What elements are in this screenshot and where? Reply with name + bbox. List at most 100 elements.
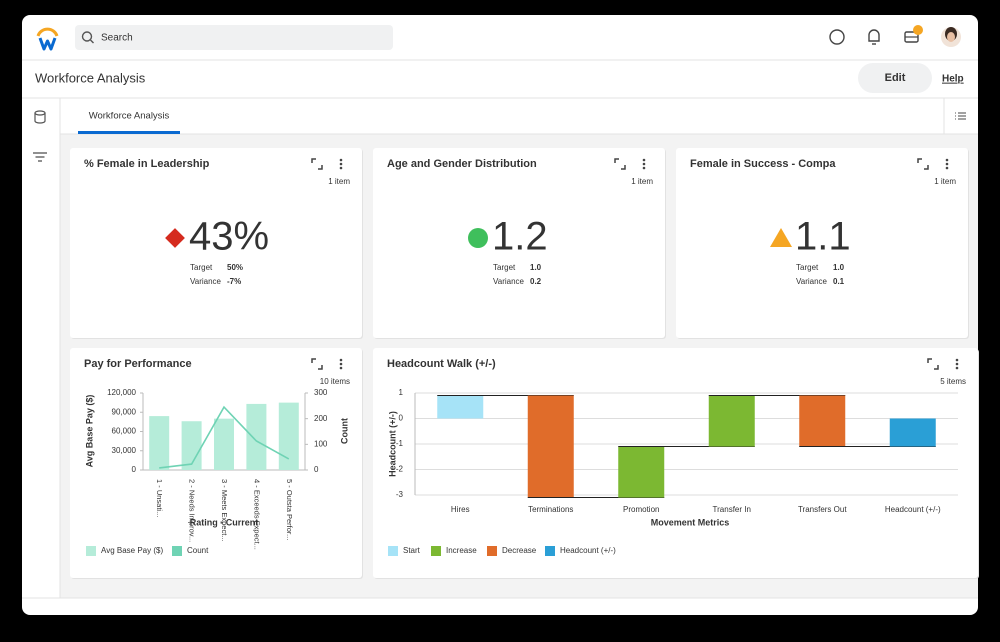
more-icon[interactable] [955, 358, 959, 362]
x-tick-label: Terminations [528, 505, 573, 514]
legend-label: Start [403, 546, 421, 555]
target-label: Target [190, 263, 213, 272]
edit-button[interactable] [858, 63, 932, 93]
search-icon [90, 39, 94, 44]
x-tick-label: Promotion [623, 505, 659, 514]
expand-icon[interactable] [927, 358, 939, 370]
item-count: 1 item [631, 177, 653, 186]
card-title: Pay for Performance [84, 358, 192, 370]
kpi-value: 1.1 [795, 215, 851, 259]
page-title: Workforce Analysis [35, 70, 146, 85]
y-tick-label: -3 [396, 490, 404, 499]
more-icon[interactable] [339, 162, 343, 166]
card-title: Age and Gender Distribution [387, 158, 537, 170]
card [373, 148, 665, 338]
more-icon[interactable] [945, 166, 949, 170]
bar [437, 395, 484, 419]
bar [214, 418, 234, 470]
variance-value: -7% [227, 277, 241, 286]
y2-axis-title: Count [339, 418, 349, 444]
x-tick-label: 2 - Needs Improv... [188, 479, 197, 542]
y-tick-label: 0 [132, 465, 137, 474]
more-icon[interactable] [945, 162, 949, 166]
more-icon[interactable] [642, 162, 646, 166]
legend-swatch [388, 546, 398, 556]
more-icon[interactable] [642, 158, 646, 162]
x-axis-title: Movement Metrics [651, 517, 730, 527]
item-count: 10 items [320, 377, 350, 386]
card [373, 348, 978, 578]
status-icon [468, 228, 488, 248]
status-icon [770, 228, 792, 247]
more-icon[interactable] [339, 362, 343, 366]
x-tick-label: Transfers Out [798, 505, 847, 514]
logo[interactable] [36, 27, 59, 51]
tab-underline [78, 131, 180, 134]
legend-label: Increase [446, 546, 477, 555]
y-axis-title: Headcount (+/-) [387, 411, 397, 477]
data-icon[interactable] [34, 110, 46, 124]
more-icon[interactable] [339, 158, 343, 162]
bar [149, 416, 170, 470]
bar [618, 446, 665, 498]
x-tick-label: 4 - Exceeds Expect... [252, 479, 261, 550]
y2-tick-label: 300 [314, 388, 328, 397]
legend-swatch [172, 546, 182, 556]
search-icon [81, 31, 93, 42]
more-icon[interactable] [339, 366, 343, 370]
y2-tick-label: 200 [314, 414, 328, 423]
filter-icon[interactable] [33, 152, 47, 162]
edit-label: Edit [885, 72, 906, 84]
bar [708, 395, 755, 447]
status-icon [165, 228, 185, 248]
y-tick-label: 60,000 [112, 427, 137, 436]
legend-label: Avg Base Pay ($) [101, 546, 163, 555]
y-tick-label: -1 [396, 439, 404, 448]
y2-tick-label: 0 [314, 465, 319, 474]
card-title: Female in Success - Compa [690, 158, 836, 170]
variance-value: 0.1 [833, 277, 845, 286]
help-link[interactable]: Help [942, 74, 964, 85]
expand-icon[interactable] [917, 158, 929, 170]
y-tick-label: 90,000 [112, 407, 137, 416]
more-icon[interactable] [642, 166, 646, 170]
legend-label: Decrease [502, 546, 537, 555]
more-icon[interactable] [945, 158, 949, 162]
search-box[interactable] [75, 25, 393, 50]
y-tick-label: 0 [399, 414, 404, 423]
chat-icon[interactable] [829, 29, 845, 45]
expand-icon[interactable] [311, 358, 323, 370]
bell-icon[interactable] [868, 29, 880, 45]
bar [799, 395, 846, 447]
kpi-value: 1.2 [492, 215, 548, 259]
expand-icon[interactable] [614, 158, 626, 170]
card-title: Headcount Walk (+/-) [387, 358, 496, 370]
more-icon[interactable] [955, 362, 959, 366]
avatar[interactable] [941, 27, 961, 47]
target-value: 1.0 [833, 263, 845, 272]
expand-icon[interactable] [311, 158, 323, 170]
inbox-icon[interactable] [904, 25, 923, 43]
legend-swatch [431, 546, 441, 556]
card-title: % Female in Leadership [84, 158, 210, 170]
bar [181, 421, 202, 470]
x-axis-title: Rating - Current [190, 517, 259, 527]
item-count: 1 item [328, 177, 350, 186]
kpi-value: 43% [189, 215, 269, 259]
target-label: Target [796, 263, 819, 272]
search-placeholder: Search [101, 33, 133, 44]
y2-tick-label: 100 [314, 439, 328, 448]
x-tick-label: Transfer In [713, 505, 751, 514]
list-icon[interactable] [955, 112, 966, 120]
item-count: 5 items [940, 377, 966, 386]
more-icon[interactable] [339, 358, 343, 362]
variance-label: Variance [493, 277, 525, 286]
bar [889, 418, 936, 447]
variance-label: Variance [190, 277, 222, 286]
x-tick-label: Hires [451, 505, 470, 514]
legend-swatch [545, 546, 555, 556]
more-icon[interactable] [955, 366, 959, 370]
more-icon[interactable] [339, 166, 343, 170]
tab-label[interactable]: Workforce Analysis [89, 111, 170, 122]
